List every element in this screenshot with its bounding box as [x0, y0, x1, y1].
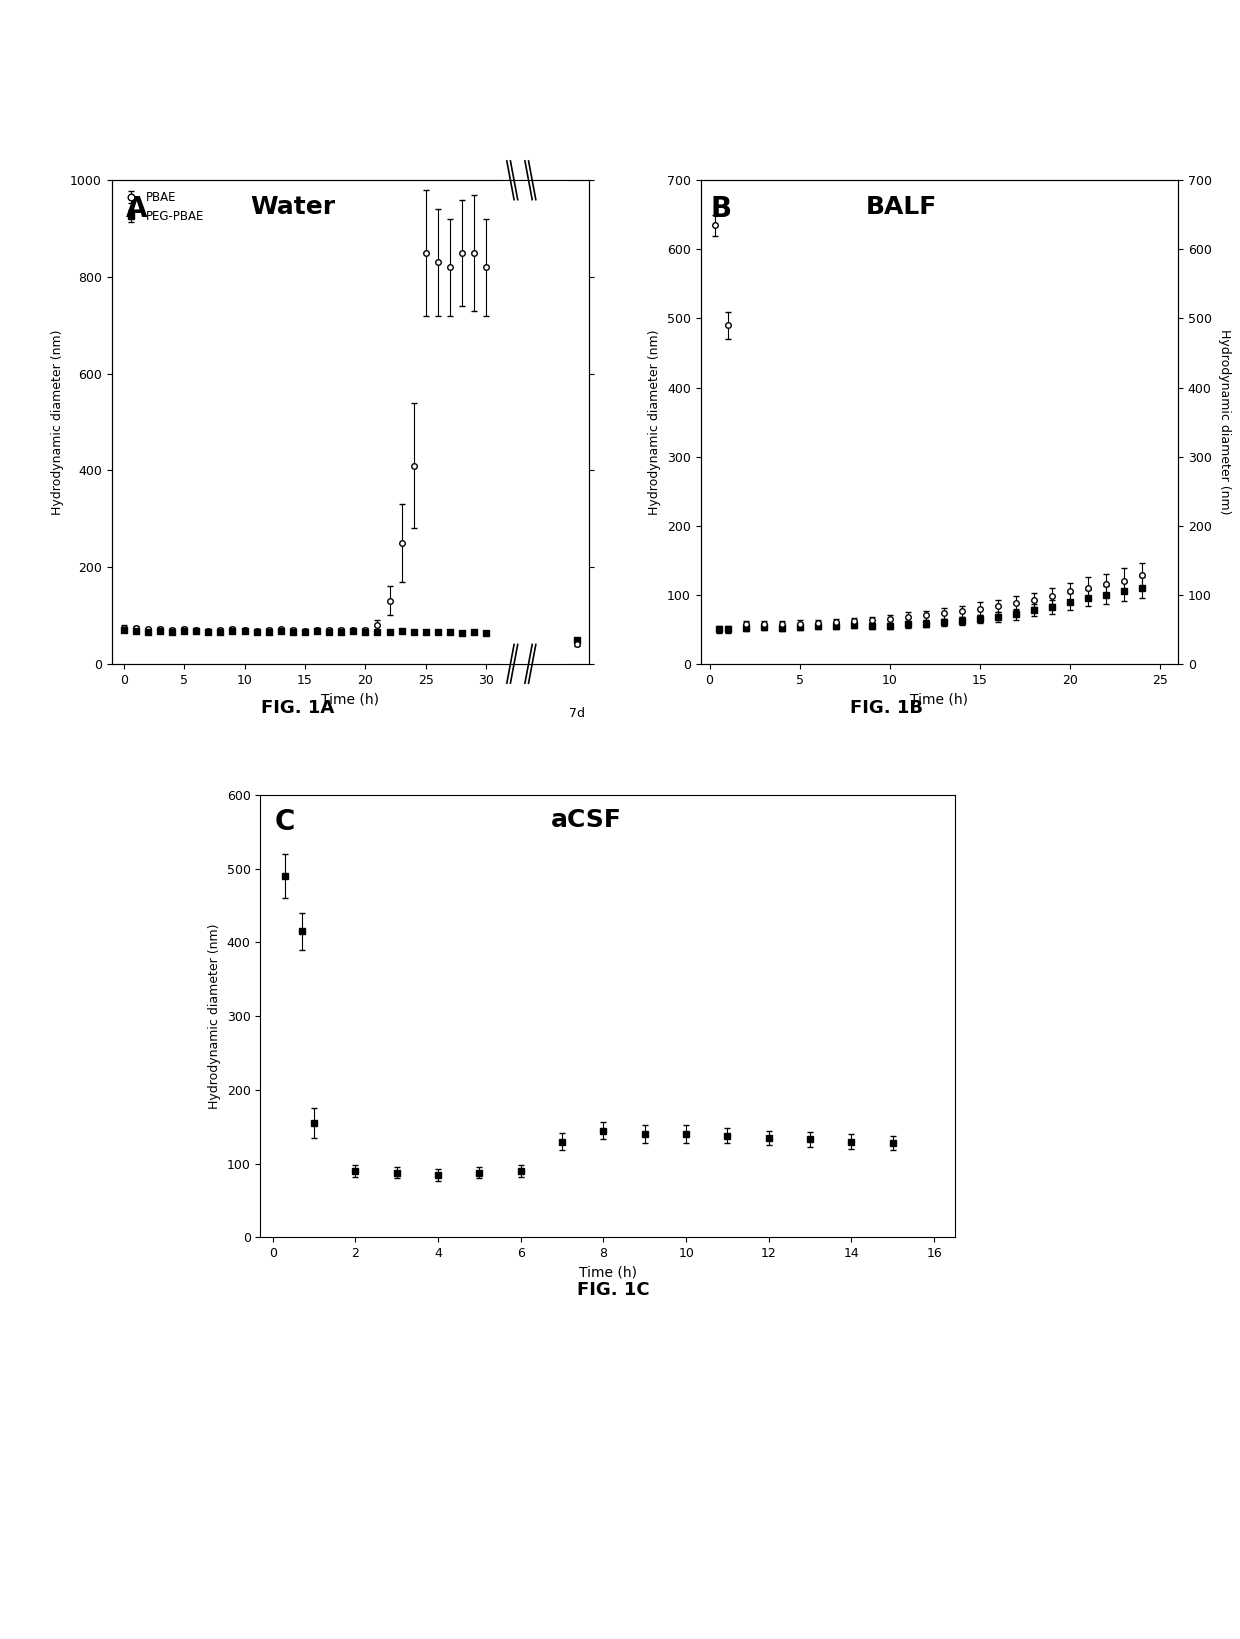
- Text: aCSF: aCSF: [552, 808, 622, 833]
- Text: C: C: [274, 808, 295, 836]
- Text: B: B: [711, 195, 732, 223]
- X-axis label: Time (h): Time (h): [910, 692, 968, 706]
- Y-axis label: Hydrodynamic diameter (nm): Hydrodynamic diameter (nm): [649, 329, 661, 515]
- X-axis label: Time (h): Time (h): [579, 1265, 636, 1280]
- Legend: PBAE, PEG-PBAE: PBAE, PEG-PBAE: [118, 187, 208, 228]
- Y-axis label: Hydrodynamic diameter (nm): Hydrodynamic diameter (nm): [1218, 329, 1231, 515]
- Text: A: A: [126, 195, 148, 223]
- Text: FIG. 1B: FIG. 1B: [851, 698, 923, 716]
- Text: BALF: BALF: [866, 195, 936, 218]
- X-axis label: Time (h): Time (h): [321, 692, 379, 706]
- Bar: [501, 180, 565, 664]
- Y-axis label: Hydrodynamic diameter (nm): Hydrodynamic diameter (nm): [51, 329, 64, 515]
- Text: FIG. 1A: FIG. 1A: [260, 698, 335, 716]
- Y-axis label: Hydrodynamic diameter (nm): Hydrodynamic diameter (nm): [208, 923, 221, 1110]
- Text: 7d: 7d: [569, 708, 585, 720]
- Text: Water: Water: [250, 195, 336, 218]
- Text: FIG. 1C: FIG. 1C: [578, 1280, 650, 1298]
